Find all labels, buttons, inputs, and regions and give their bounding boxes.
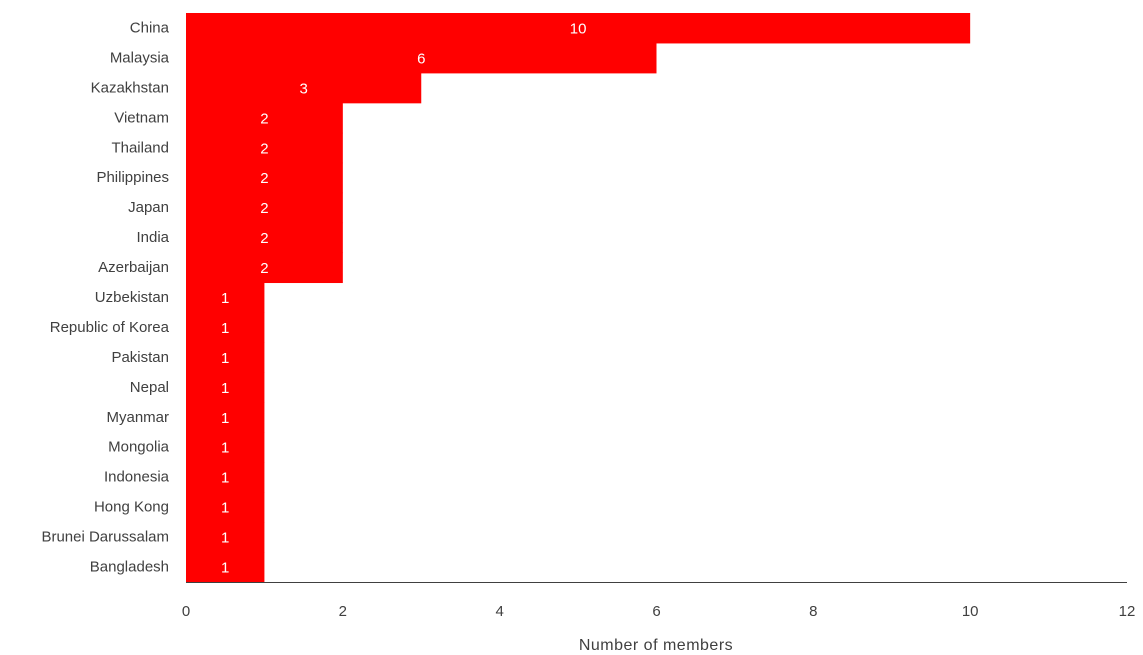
category-label-myanmar: Myanmar bbox=[106, 409, 169, 426]
data-label-thailand: 2 bbox=[260, 140, 268, 157]
data-label-mongolia: 1 bbox=[221, 440, 229, 457]
data-label-japan: 2 bbox=[260, 200, 268, 217]
category-label-india: India bbox=[136, 229, 169, 246]
data-labels-group: 10 6 3 2 2 2 2 2 2 1 1 1 1 1 1 1 1 1 1 bbox=[221, 20, 586, 576]
data-label-hong-kong: 1 bbox=[221, 500, 229, 517]
x-tick-label-2: 2 bbox=[339, 603, 347, 620]
data-label-malaysia: 6 bbox=[417, 50, 425, 67]
category-label-indonesia: Indonesia bbox=[104, 469, 170, 486]
data-label-myanmar: 1 bbox=[221, 410, 229, 427]
category-label-thailand: Thailand bbox=[111, 139, 169, 156]
category-label-hong-kong: Hong Kong bbox=[94, 499, 169, 516]
bar-thailand bbox=[186, 132, 343, 164]
bar-myanmar bbox=[186, 402, 265, 433]
x-tick-label-8: 8 bbox=[809, 603, 817, 620]
category-label-azerbaijan: Azerbaijan bbox=[98, 259, 169, 276]
data-label-uzbekistan: 1 bbox=[221, 290, 229, 307]
category-label-pakistan: Pakistan bbox=[111, 349, 169, 366]
category-label-republic-of-korea: Republic of Korea bbox=[50, 319, 170, 336]
x-axis-title: Number of members bbox=[579, 637, 733, 654]
x-tick-label-4: 4 bbox=[495, 603, 503, 620]
category-label-philippines: Philippines bbox=[96, 169, 169, 186]
category-label-china: China bbox=[130, 19, 170, 36]
bar-azerbaijan bbox=[186, 252, 343, 284]
bar-indonesia bbox=[186, 462, 265, 493]
category-label-bangladesh: Bangladesh bbox=[90, 559, 169, 576]
data-label-republic-of-korea: 1 bbox=[221, 320, 229, 337]
bar-bangladesh bbox=[186, 552, 265, 583]
category-label-nepal: Nepal bbox=[130, 379, 169, 396]
bar-india bbox=[186, 222, 343, 254]
data-label-indonesia: 1 bbox=[221, 470, 229, 487]
x-tick-label-10: 10 bbox=[962, 603, 979, 620]
category-label-brunei-darussalam: Brunei Darussalam bbox=[41, 529, 169, 546]
data-label-pakistan: 1 bbox=[221, 350, 229, 367]
x-tick-label-0: 0 bbox=[182, 603, 190, 620]
data-label-bangladesh: 1 bbox=[221, 560, 229, 577]
bar-japan bbox=[186, 192, 343, 224]
bar-vietnam bbox=[186, 102, 343, 134]
bar-mongolia bbox=[186, 432, 265, 463]
data-label-india: 2 bbox=[260, 230, 268, 247]
data-label-azerbaijan: 2 bbox=[260, 260, 268, 277]
bar-malaysia bbox=[186, 42, 657, 74]
bars-group bbox=[186, 13, 971, 583]
bar-philippines bbox=[186, 162, 343, 194]
category-labels-group: China Malaysia Kazakhstan Vietnam Thailand Ph… bbox=[41, 19, 169, 575]
data-label-vietnam: 2 bbox=[260, 110, 268, 127]
data-label-philippines: 2 bbox=[260, 170, 268, 187]
bar-pakistan bbox=[186, 342, 265, 373]
category-label-mongolia: Mongolia bbox=[108, 439, 170, 456]
bar-china bbox=[186, 13, 971, 44]
category-label-uzbekistan: Uzbekistan bbox=[95, 289, 169, 306]
x-tick-label-6: 6 bbox=[652, 603, 660, 620]
bar-republic-of-korea bbox=[186, 312, 265, 343]
category-label-malaysia: Malaysia bbox=[110, 49, 170, 66]
bar-hong-kong bbox=[186, 492, 265, 523]
category-label-kazakhstan: Kazakhstan bbox=[91, 79, 169, 96]
category-label-japan: Japan bbox=[128, 199, 169, 216]
bar-nepal bbox=[186, 372, 265, 403]
bar-brunei-darussalam bbox=[186, 522, 265, 553]
data-label-nepal: 1 bbox=[221, 380, 229, 397]
bar-uzbekistan bbox=[186, 282, 265, 313]
data-label-brunei-darussalam: 1 bbox=[221, 530, 229, 547]
bar-kazakhstan bbox=[186, 72, 422, 104]
data-label-china: 10 bbox=[570, 20, 587, 37]
x-tick-labels-group: 0 2 4 6 8 10 12 bbox=[182, 603, 1136, 620]
data-label-kazakhstan: 3 bbox=[299, 80, 307, 97]
x-tick-label-12: 12 bbox=[1119, 603, 1136, 620]
category-label-vietnam: Vietnam bbox=[114, 109, 169, 126]
